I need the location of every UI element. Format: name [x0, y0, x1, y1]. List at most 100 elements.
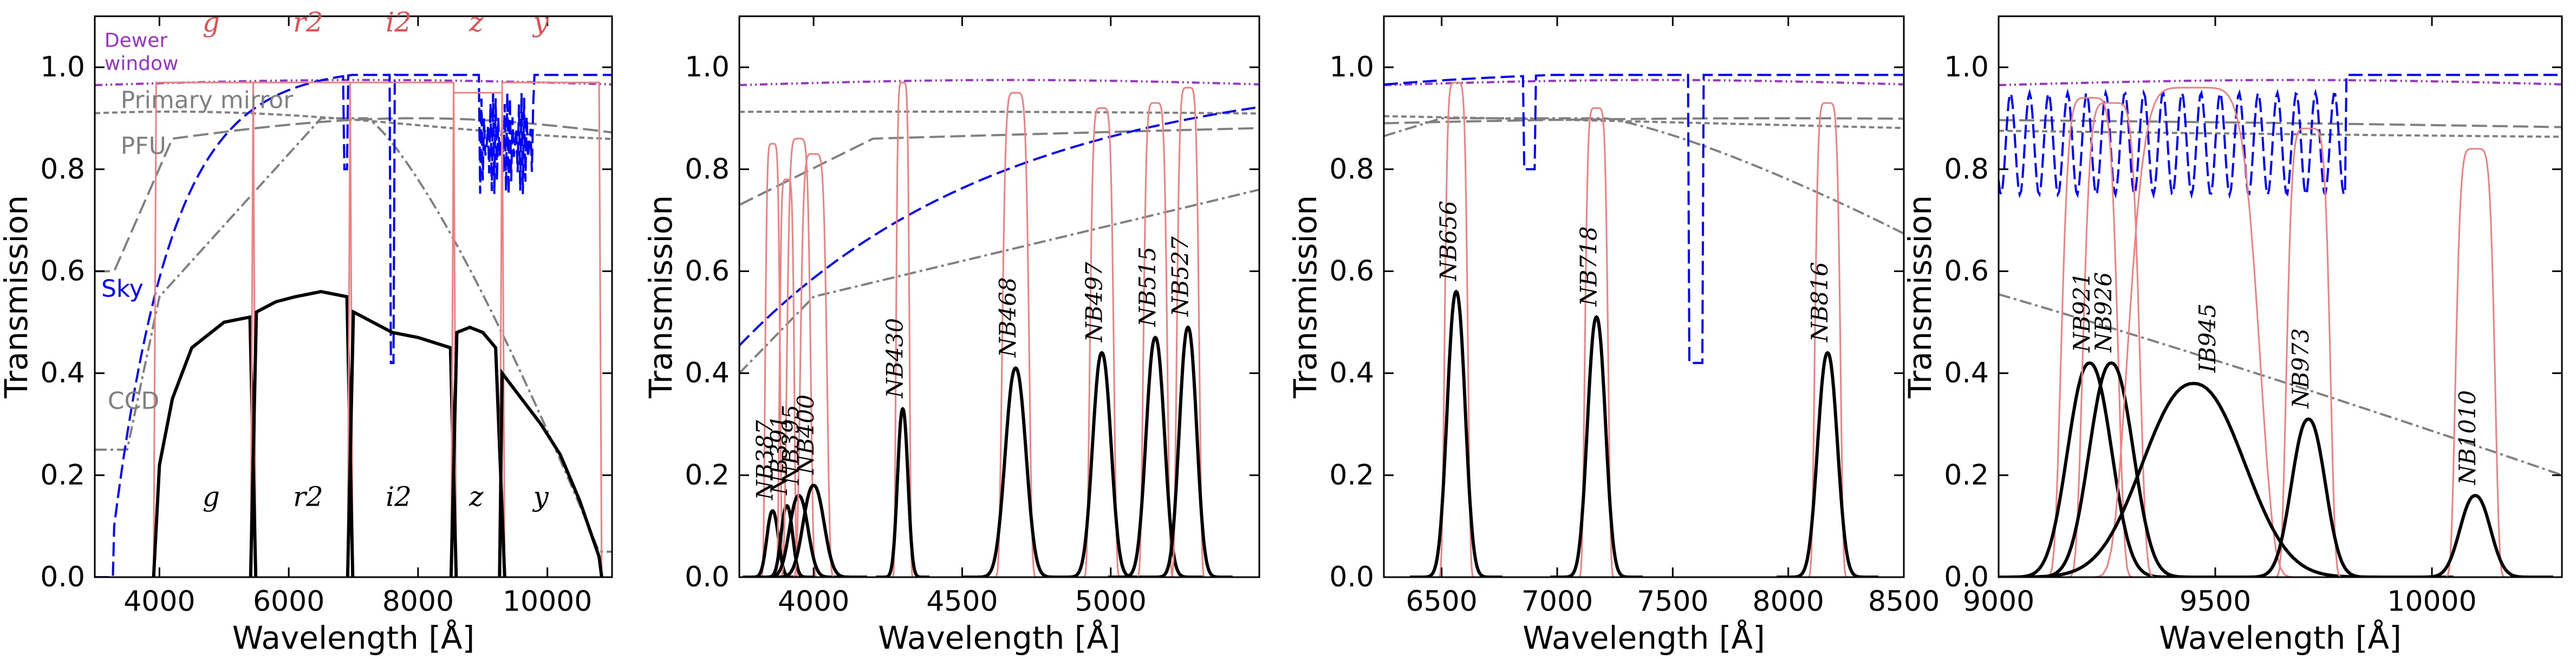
filter-label-nb816: NB816 [1806, 262, 1833, 343]
filter-nb527-response [1143, 325, 1233, 577]
filter-nb387-transmission [743, 143, 803, 577]
filter-nb973-response [2222, 417, 2395, 577]
x-axis-label: Wavelength [Å] [878, 619, 1120, 656]
filter-z-transmission [450, 92, 506, 577]
annotation-primary-mirror: Primary mirror [121, 86, 294, 114]
axes-frame [94, 15, 613, 578]
sky-curve [95, 74, 612, 577]
x-tick-label: 7500 [1637, 585, 1708, 618]
filter-nb816-response [1777, 351, 1879, 577]
x-tick-label: 9000 [1963, 585, 2034, 618]
x-tick-label: 4000 [778, 585, 849, 618]
band-top-label-r2: r2 [293, 7, 323, 38]
band-top-label-y: y [532, 7, 549, 38]
band-bottom-label-r2: r2 [293, 481, 323, 512]
y-tick-label: 0.8 [1329, 153, 1374, 185]
filter-y-transmission [498, 81, 603, 577]
y-tick-label: 0.0 [1944, 561, 1989, 593]
filter-i2-transmission [347, 81, 457, 577]
dewer-window-curve [1999, 79, 2562, 86]
filter-nb430-response [876, 406, 930, 577]
y-tick-label: 0.4 [1944, 357, 1989, 390]
y-tick-label: 0.4 [685, 357, 730, 390]
filter-label-nb430: NB430 [882, 318, 908, 399]
filter-nb515-transmission [1108, 102, 1203, 577]
band-top-label-z: z [469, 7, 484, 38]
x-tick-label: 6000 [253, 585, 324, 618]
filter-label-nb926: NB926 [2090, 272, 2117, 353]
annotation-pfu: PFU [121, 132, 166, 160]
band-top-label-i2: i2 [386, 7, 412, 38]
sky-curve [1999, 74, 2562, 199]
filter-nb497-transmission [1054, 107, 1149, 577]
filter-nb515-response [1108, 335, 1203, 577]
y-tick-label: 0.2 [40, 459, 85, 492]
x-tick-label: 6500 [1406, 585, 1477, 618]
x-tick-label: 10000 [503, 585, 592, 618]
y-tick-label: 0.4 [40, 357, 85, 390]
chart-panel-3: NB656 NB718 NB816 0.0 0.2 0.4 0.6 0.8 1.0 6500 700… [1287, 15, 1940, 656]
y-axis-label: Transmission [0, 195, 35, 399]
filter-nb921-transmission [1999, 97, 2202, 577]
y-axis-label: Transmission [1287, 195, 1324, 399]
x-axis-label: Wavelength [Å] [1523, 619, 1765, 656]
sky-curve [739, 106, 1259, 347]
x-tick-label: 4500 [926, 585, 998, 618]
pfu-curve [1384, 117, 1904, 125]
plot-area [1999, 74, 2562, 577]
y-tick-label: 0.2 [685, 459, 730, 492]
y-tick-label: 0.8 [685, 153, 730, 185]
y-tick-label: 1.0 [1329, 51, 1374, 83]
filter-label-nb973: NB973 [2287, 328, 2314, 409]
filter-label-nb718: NB718 [1576, 226, 1602, 307]
band-bottom-label-z: z [469, 481, 484, 512]
filter-y-response [498, 368, 603, 577]
band-bottom-label-y: y [532, 481, 549, 512]
pfu-curve [1999, 119, 2562, 128]
filter-nb656-response [1410, 289, 1502, 577]
filter-label-nb656: NB656 [1435, 201, 1462, 281]
filter-ib945-transmission [1999, 87, 2454, 577]
filter-nb1010-transmission [2397, 148, 2553, 577]
filter-label-nb400: NB400 [792, 395, 819, 475]
dewer-window-curve [739, 79, 1259, 86]
filter-nb921-response [1999, 361, 2202, 577]
filter-nb973-transmission [2222, 127, 2395, 577]
filter-z-response [449, 325, 506, 577]
plot-area [95, 74, 612, 577]
x-tick-label: 9500 [2180, 585, 2251, 618]
y-tick-label: 0.8 [1944, 153, 1989, 185]
filter-nb718-transmission [1550, 107, 1643, 577]
x-tick-label: 4000 [123, 585, 195, 618]
annotation-dewer: Dewer [105, 29, 167, 51]
x-tick-label: 8000 [1752, 585, 1824, 618]
filter-label-nb391: NB391 [766, 415, 792, 495]
filter-nb395-transmission [751, 138, 847, 577]
filter-label-nb497: NB497 [1081, 262, 1107, 343]
annotation-window: window [105, 53, 179, 75]
filter-nb430-transmission [876, 81, 930, 577]
dewer-window-curve [1384, 79, 1904, 86]
filter-nb468-response [962, 366, 1069, 577]
x-tick-label: 8500 [1868, 585, 1940, 618]
y-tick-label: 1.0 [1944, 51, 1989, 83]
ccd-curve [1999, 293, 2562, 476]
filter-nb497-response [1054, 351, 1149, 577]
axes-frame [1998, 15, 2563, 578]
x-axis-label: Wavelength [Å] [232, 619, 474, 656]
y-tick-label: 0.6 [1329, 255, 1374, 287]
pfu-curve [739, 127, 1259, 206]
filter-nb391-transmission [757, 178, 817, 577]
chart-panel-1: 0.0 0.2 0.4 0.6 0.8 1.0 4000 6000 8000 10000 Wavel… [0, 7, 613, 656]
annotation-ccd: CCD [108, 387, 159, 415]
filter-nb400-transmission [760, 153, 867, 577]
y-tick-label: 0.2 [1329, 459, 1374, 492]
filter-label-nb395: NB395 [778, 405, 804, 486]
filter-label-nb387: NB387 [751, 420, 778, 501]
filter-label-nb921: NB921 [2068, 272, 2095, 353]
filter-nb718-response [1550, 315, 1643, 577]
y-tick-label: 0.2 [1944, 459, 1989, 492]
primary-mirror-curve [1999, 130, 2562, 138]
